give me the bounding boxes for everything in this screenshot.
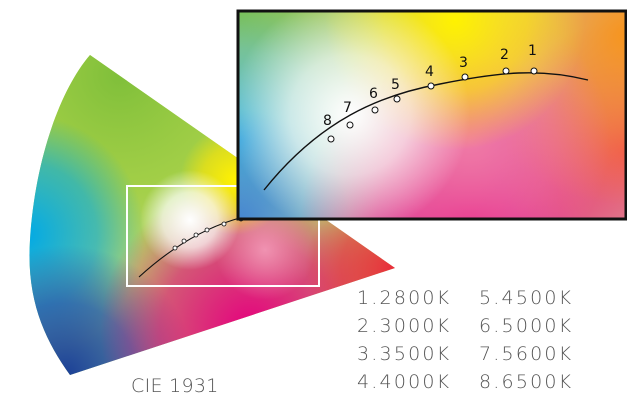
point-label-6: 6	[369, 86, 378, 102]
inset-point-4: 4	[425, 64, 435, 90]
legend-entry-4: 4.4000K	[357, 371, 452, 393]
point-label-2: 2	[500, 47, 509, 63]
inset-point-2: 2	[500, 47, 510, 75]
small-point-4	[221, 221, 227, 227]
point-label-1: 1	[528, 43, 537, 59]
small-point-6	[193, 232, 199, 238]
legend-entry-5: 5.4500K	[479, 287, 574, 309]
zoom-region-box	[126, 185, 320, 287]
small-point-5	[204, 227, 210, 233]
small-point-8	[172, 245, 178, 251]
inset-frame	[236, 9, 627, 221]
point-label-5: 5	[391, 77, 400, 93]
inset-point-6: 6	[369, 86, 379, 114]
legend-entry-8: 8.6500K	[479, 371, 574, 393]
inset-point-5: 5	[391, 77, 401, 103]
legend-entry-3: 3.3500K	[357, 343, 452, 365]
inset-point-1: 1	[528, 43, 538, 75]
planckian-locus-inset	[263, 72, 589, 191]
point-label-7: 7	[343, 100, 352, 116]
inset-point-7: 7	[343, 100, 354, 129]
legend-entry-6: 6.5000K	[479, 315, 574, 337]
point-label-4: 4	[425, 64, 434, 80]
inset-point-8: 8	[323, 113, 335, 143]
point-label-8: 8	[323, 113, 332, 129]
point-label-3: 3	[459, 55, 468, 71]
diagram-caption: CIE 1931	[131, 375, 219, 397]
legend-entry-7: 7.5600K	[479, 343, 574, 365]
locus-points-inset: 1 2 3 4 5 6 7	[323, 43, 538, 143]
legend-entry-1: 1.2800K	[357, 287, 452, 309]
legend-entry-2: 2.3000K	[357, 315, 452, 337]
small-point-7	[181, 238, 187, 244]
inset-point-3: 3	[459, 55, 469, 81]
color-temperature-legend: 1.2800K 5.4500K 2.3000K 6.5000K 3.3500K …	[357, 285, 599, 396]
zoom-inset-panel: 1 2 3 4 5 6 7	[236, 9, 627, 221]
